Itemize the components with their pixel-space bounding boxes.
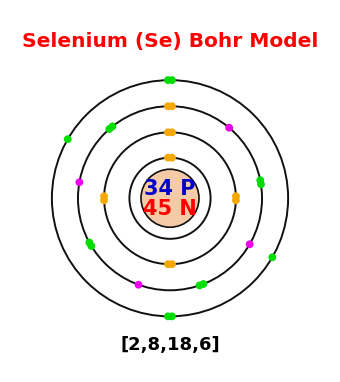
Circle shape	[106, 126, 113, 132]
Circle shape	[101, 193, 107, 199]
Circle shape	[169, 261, 175, 267]
Circle shape	[233, 197, 239, 204]
Circle shape	[135, 282, 142, 288]
Text: Selenium (Se) Bohr Model: Selenium (Se) Bohr Model	[22, 32, 318, 51]
Circle shape	[258, 181, 264, 188]
Circle shape	[165, 103, 171, 109]
Circle shape	[169, 154, 175, 161]
Circle shape	[65, 136, 71, 142]
Circle shape	[197, 282, 203, 289]
Circle shape	[246, 241, 253, 248]
Circle shape	[86, 239, 92, 246]
Circle shape	[233, 193, 239, 199]
Circle shape	[165, 313, 171, 320]
Text: 34 P: 34 P	[144, 179, 196, 199]
Circle shape	[269, 254, 275, 261]
Circle shape	[165, 77, 171, 83]
Circle shape	[76, 179, 83, 185]
Circle shape	[200, 281, 207, 287]
Circle shape	[141, 169, 199, 227]
Circle shape	[169, 77, 175, 83]
Circle shape	[165, 129, 171, 136]
Circle shape	[257, 177, 264, 183]
Text: 45 N: 45 N	[143, 199, 197, 219]
Circle shape	[169, 129, 175, 136]
Circle shape	[165, 261, 171, 267]
Circle shape	[165, 154, 171, 161]
Circle shape	[169, 313, 175, 320]
Circle shape	[109, 123, 116, 129]
Circle shape	[226, 125, 232, 131]
Text: [2,8,18,6]: [2,8,18,6]	[120, 336, 220, 354]
Circle shape	[169, 103, 175, 109]
Circle shape	[88, 243, 95, 249]
Circle shape	[101, 197, 107, 204]
